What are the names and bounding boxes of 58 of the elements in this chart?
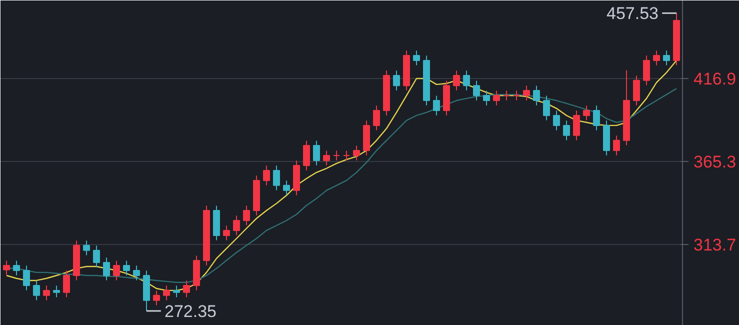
candlestick [373,105,380,131]
candlestick [553,110,560,131]
candlestick [543,95,550,121]
candlestick [333,150,340,161]
annotation: 457.53 [606,4,659,24]
candlestick [263,165,270,186]
candlestick [573,110,580,141]
candlestick [583,105,590,121]
candlestick [413,50,420,66]
candlestick [563,120,570,141]
candlestick [183,280,190,298]
candlestick [233,215,240,236]
candlestick [393,70,400,91]
candlestick [123,260,130,276]
candlestick [503,90,510,101]
candlestick [173,285,180,298]
candlestick [433,95,440,116]
candlestick [493,90,500,106]
candlestick [63,270,70,298]
candlestick [43,285,50,301]
candlestick [523,85,530,101]
candlestick [353,145,360,161]
candlestick [483,90,490,106]
candlestick [113,260,120,281]
candlestick [533,85,540,106]
y-tick-label: 365.3 [694,152,736,172]
candlestick [53,285,60,298]
candlestick [13,260,20,276]
candlestick [473,80,480,101]
candlestick [23,265,30,291]
candlestick [613,135,620,156]
candlestick [593,105,600,131]
candlestick [303,140,310,171]
candlestick [513,90,520,101]
candlestick [653,50,660,66]
candlestick [323,150,330,166]
candlestick [453,70,460,91]
candlestick [633,75,640,106]
annotation: 272.35 [164,302,216,321]
candlestick [103,257,110,281]
candlestick [223,225,230,241]
candlestick [163,285,170,301]
y-tick-label: 416.9 [694,69,736,88]
candlestick [283,180,290,196]
candlestick [643,55,650,86]
candlestick [463,70,470,91]
candlestick [313,140,320,166]
candlestick [133,265,140,281]
y-tick-label: 313.7 [694,235,736,254]
candlestick [243,205,250,226]
candlestick [153,290,160,306]
candlestick [83,240,90,256]
candlestick [93,245,100,268]
candlestick [3,260,10,276]
candlestick [343,150,350,161]
candlestick [273,165,280,191]
candlestick [663,50,670,66]
candlestick [33,280,40,301]
